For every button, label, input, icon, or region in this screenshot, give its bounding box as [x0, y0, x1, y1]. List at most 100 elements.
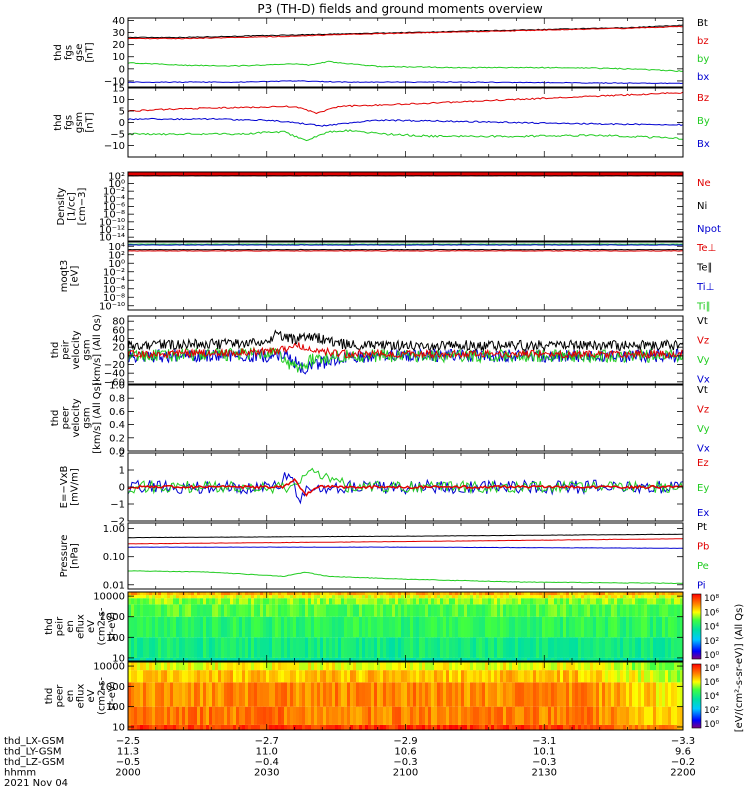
heatmap-cell	[620, 616, 624, 638]
heatmap-cell	[485, 616, 489, 638]
legend-entry: Bz	[697, 93, 709, 104]
heatmap-cell	[140, 604, 144, 617]
heatmap-cell	[629, 592, 633, 596]
heatmap-cell	[287, 724, 291, 730]
heatmap-cell	[248, 595, 252, 599]
heatmap-cell	[386, 670, 390, 683]
heatmap-cell	[533, 616, 537, 638]
heatmap-cell	[272, 657, 276, 661]
heatmap-cell	[323, 604, 327, 617]
y-tick-label: 0	[119, 118, 125, 129]
heatmap-cell	[308, 724, 312, 730]
heatmap-cell	[176, 657, 180, 661]
heatmap-cell	[470, 657, 474, 661]
heatmap-cell	[383, 682, 387, 707]
heatmap-cell	[275, 595, 279, 599]
heatmap-cell	[302, 706, 306, 725]
heatmap-cell	[308, 637, 312, 658]
heatmap-cell	[503, 706, 507, 725]
heatmap-cell	[548, 592, 552, 596]
heatmap-cell	[611, 670, 615, 683]
heatmap-cell	[203, 595, 207, 599]
heatmap-cell	[146, 592, 150, 596]
heatmap-cell	[173, 682, 177, 707]
heatmap-cell	[248, 598, 252, 605]
heatmap-cell	[290, 604, 294, 617]
heatmap-cell	[461, 657, 465, 661]
heatmap-cell	[632, 657, 636, 661]
heatmap-cell	[656, 598, 660, 605]
heatmap-cell	[617, 595, 621, 599]
heatmap-cell	[437, 724, 441, 730]
heatmap-cell	[191, 592, 195, 596]
heatmap-cell	[446, 670, 450, 683]
legend-entry: Npot	[697, 224, 721, 235]
heatmap-cell	[320, 670, 324, 683]
heatmap-cell	[275, 637, 279, 658]
heatmap-cell	[602, 682, 606, 707]
heatmap-cell	[206, 604, 210, 617]
heatmap-cell	[332, 662, 336, 671]
heatmap-cell	[680, 598, 684, 605]
heatmap-cell	[446, 595, 450, 599]
y-tick-label: 5	[119, 107, 125, 118]
heatmap-cell	[134, 682, 138, 707]
heatmap-cell	[455, 670, 459, 683]
heatmap-cell	[533, 662, 537, 671]
heatmap-cell	[368, 724, 372, 730]
heatmap-cell	[302, 592, 306, 596]
y-tick-label: 10⁻⁶	[103, 284, 125, 295]
heatmap-cell	[263, 662, 267, 671]
heatmap-cell	[491, 604, 495, 617]
heatmap-cell	[608, 598, 612, 605]
heatmap-cell	[524, 657, 528, 661]
heatmap-cell	[332, 592, 336, 596]
heatmap-cell	[176, 670, 180, 683]
colorbar-tick-label: 10⁴	[704, 692, 719, 702]
series-line-Pb	[127, 538, 684, 545]
heatmap-cell	[152, 682, 156, 707]
heatmap-cell	[155, 706, 159, 725]
heatmap-cell	[659, 657, 663, 661]
heatmap-cell	[323, 706, 327, 725]
heatmap-cell	[449, 724, 453, 730]
heatmap-cell	[209, 706, 213, 725]
heatmap-cell	[212, 706, 216, 725]
heatmap-cell	[266, 670, 270, 683]
heatmap-cell	[506, 616, 510, 638]
time-axis-value: 10.1	[533, 747, 555, 758]
heatmap-cell	[146, 724, 150, 730]
heatmap-cell	[671, 595, 675, 599]
heatmap-cell	[428, 598, 432, 605]
y-axis-label: peer	[55, 684, 66, 708]
heatmap-cell	[563, 662, 567, 671]
heatmap-cell	[476, 724, 480, 730]
heatmap-cell	[539, 598, 543, 605]
heatmap-cell	[389, 598, 393, 605]
heatmap-cell	[302, 598, 306, 605]
heatmap-cell	[203, 616, 207, 638]
heatmap-cell	[158, 670, 162, 683]
heatmap-cell	[341, 706, 345, 725]
heatmap-cell	[584, 616, 588, 638]
series-line-by	[127, 60, 684, 73]
heatmap-cell	[344, 657, 348, 661]
heatmap-cell	[227, 598, 231, 605]
heatmap-cell	[329, 662, 333, 671]
heatmap-cell	[230, 662, 234, 671]
heatmap-cell	[680, 604, 684, 617]
heatmap-cell	[395, 604, 399, 617]
heatmap-cell	[341, 604, 345, 617]
heatmap-cell	[239, 682, 243, 707]
heatmap-cell	[380, 592, 384, 596]
y-axis-label: (cm2-s-	[97, 607, 108, 645]
heatmap-cell	[476, 604, 480, 617]
heatmap-cell	[668, 598, 672, 605]
heatmap-cell	[365, 670, 369, 683]
heatmap-cell	[542, 657, 546, 661]
heatmap-cell	[548, 670, 552, 683]
heatmap-cell	[626, 682, 630, 707]
y-axis-label: sr-eV)	[107, 681, 118, 710]
y-tick-label: 20	[112, 40, 125, 51]
